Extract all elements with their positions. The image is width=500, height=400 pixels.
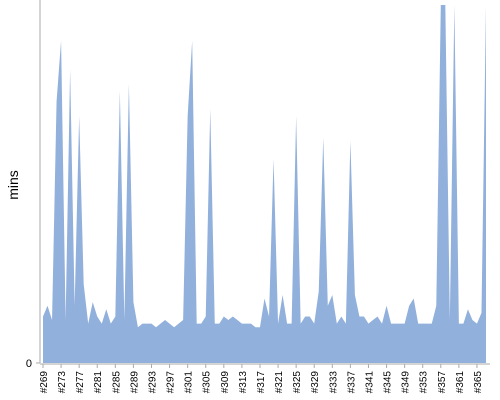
y-axis-label: mins (5, 170, 21, 200)
x-tick-label: #301 (184, 371, 195, 394)
x-tick-label: #337 (346, 371, 357, 394)
x-tick-label: #297 (166, 371, 177, 394)
area (43, 5, 486, 363)
x-tick-label: #365 (473, 371, 484, 394)
x-tick-label: #313 (238, 371, 249, 394)
x-tick-label: #357 (437, 371, 448, 394)
x-tick-label: #349 (401, 371, 412, 394)
y-tick-label: 0 (26, 358, 32, 370)
x-tick-label: #353 (419, 371, 430, 394)
x-tick-label: #281 (93, 371, 104, 394)
x-tick-label: #329 (310, 371, 321, 394)
x-tick-label: #345 (383, 371, 394, 394)
x-tick-label: #269 (39, 371, 50, 394)
x-tick-label: #333 (328, 371, 339, 394)
x-tick-label: #317 (256, 371, 267, 394)
x-tick-label: #325 (292, 371, 303, 394)
x-tick-label: #289 (129, 371, 140, 394)
x-tick-label: #305 (202, 371, 213, 394)
x-tick-label: #309 (220, 371, 231, 394)
x-tick-label: #277 (75, 371, 86, 394)
x-tick-label: #273 (57, 371, 68, 394)
x-tick-label: #361 (455, 371, 466, 394)
x-tick-label: #321 (274, 371, 285, 394)
x-tick-label: #293 (147, 371, 158, 394)
x-tick-label: #285 (111, 371, 122, 394)
x-tick-label: #341 (364, 371, 375, 394)
